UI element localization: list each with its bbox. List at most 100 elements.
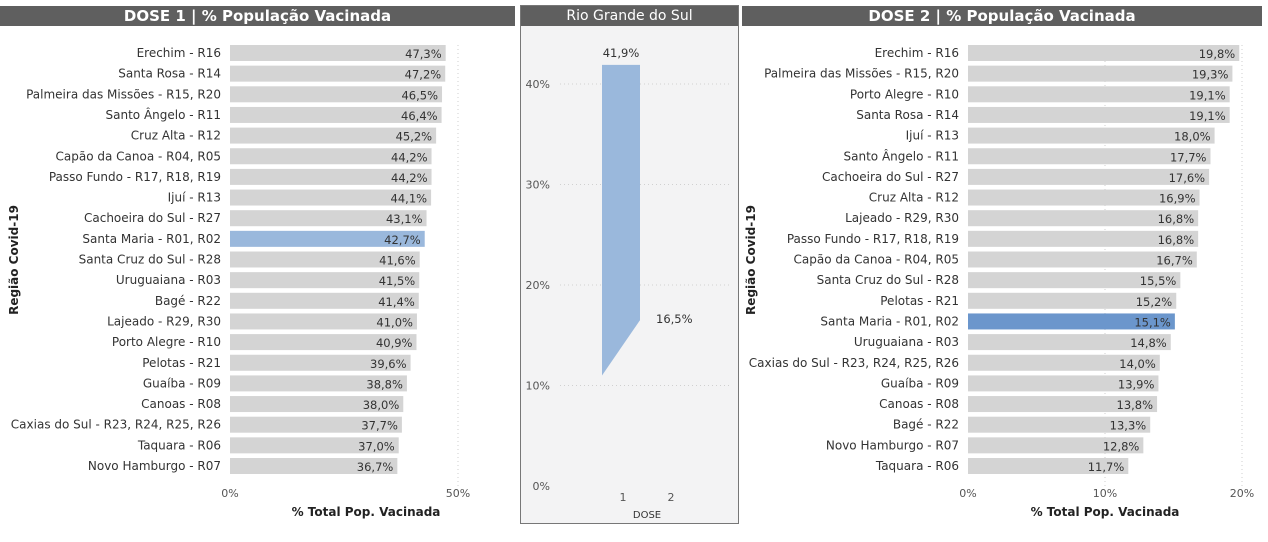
data-label: 13,3% — [1110, 419, 1147, 433]
data-label: 43,1% — [386, 212, 423, 226]
data-label: 41,6% — [379, 254, 416, 268]
bar[interactable] — [230, 375, 407, 392]
bar[interactable] — [968, 416, 1151, 433]
y-tick-label: 40% — [526, 78, 550, 91]
data-label: 14,0% — [1119, 357, 1156, 371]
bar[interactable] — [230, 292, 419, 309]
bar[interactable] — [968, 127, 1215, 144]
data-label: 46,4% — [401, 109, 438, 123]
bar[interactable] — [968, 375, 1159, 392]
bar[interactable] — [230, 334, 417, 351]
bar[interactable] — [968, 65, 1233, 82]
data-label: 11,7% — [1088, 460, 1125, 474]
data-label: 38,0% — [363, 398, 400, 412]
category-label: Bagé - R22 — [893, 418, 959, 432]
category-label: Santo Ângelo - R11 — [106, 107, 222, 122]
bar[interactable] — [968, 292, 1177, 309]
category-label: Porto Alegre - R10 — [112, 335, 221, 349]
bar[interactable] — [230, 148, 432, 165]
y-tick-label: 20% — [526, 279, 550, 292]
bar[interactable] — [968, 458, 1129, 474]
category-label: Palmeira das Missões - R15, R20 — [26, 87, 221, 101]
bar[interactable] — [230, 168, 432, 185]
category-label: Santa Maria - R01, R02 — [82, 232, 221, 246]
bar[interactable] — [968, 189, 1200, 206]
data-label: 42,7% — [384, 233, 421, 247]
data-label: 19,3% — [1192, 68, 1229, 82]
bar[interactable] — [230, 272, 420, 289]
bar[interactable] — [968, 210, 1199, 227]
bar[interactable] — [230, 437, 399, 454]
bar[interactable] — [230, 416, 402, 433]
bar[interactable] — [968, 168, 1210, 185]
area-series[interactable] — [602, 64, 640, 376]
x-tick-label: 20% — [1230, 487, 1254, 500]
bar[interactable] — [230, 189, 432, 206]
data-label: 45,2% — [396, 130, 433, 144]
category-label: Pelotas - R21 — [880, 294, 959, 308]
data-label: 40,9% — [376, 336, 413, 350]
category-label: Uruguaiana - R03 — [116, 273, 221, 287]
bar[interactable] — [230, 458, 398, 474]
x-tick-label: 50% — [446, 487, 470, 500]
data-label: 17,6% — [1169, 171, 1206, 185]
category-label: Passo Fundo - R17, R18, R19 — [49, 170, 221, 184]
bar[interactable] — [230, 230, 425, 247]
rs-title: Rio Grande do Sul — [521, 6, 738, 26]
data-label: 18,0% — [1174, 130, 1211, 144]
data-label: 37,7% — [361, 419, 398, 433]
bar[interactable] — [230, 210, 427, 227]
bar[interactable] — [968, 148, 1211, 165]
data-label: 38,8% — [366, 377, 403, 391]
bar[interactable] — [968, 313, 1175, 330]
bar[interactable] — [230, 106, 442, 123]
category-label: Ijuí - R13 — [168, 191, 221, 205]
bar[interactable] — [230, 354, 411, 371]
category-label: Caxias do Sul - R23, R24, R25, R26 — [11, 418, 221, 432]
data-label: 37,0% — [358, 439, 395, 453]
bar[interactable] — [968, 272, 1181, 289]
bar[interactable] — [968, 106, 1230, 123]
category-label: Passo Fundo - R17, R18, R19 — [787, 232, 959, 246]
x-tick-label: 0% — [221, 487, 238, 500]
bar[interactable] — [230, 396, 404, 413]
data-label: 47,3% — [405, 47, 442, 61]
y-tick-label: 30% — [526, 179, 550, 192]
bar[interactable] — [968, 354, 1160, 371]
data-label: 14,8% — [1130, 336, 1167, 350]
category-label: Uruguaiana - R03 — [854, 335, 959, 349]
bar[interactable] — [968, 437, 1144, 454]
category-label: Cachoeira do Sul - R27 — [822, 170, 959, 184]
x-axis-title: % Total Pop. Vacinada — [292, 505, 441, 519]
data-label: 41,0% — [376, 315, 413, 329]
category-label: Lajeado - R29, R30 — [845, 211, 959, 225]
bar[interactable] — [968, 251, 1197, 268]
bar[interactable] — [230, 313, 417, 330]
data-label: 19,1% — [1189, 88, 1226, 102]
category-label: Ijuí - R13 — [906, 129, 959, 143]
dose2-title: DOSE 2 | % População Vacinada — [742, 6, 1262, 26]
data-label: 44,1% — [391, 192, 428, 206]
bar[interactable] — [230, 251, 420, 268]
bar[interactable] — [968, 334, 1171, 351]
category-label: Santa Cruz do Sul - R28 — [817, 273, 959, 287]
x-tick-label: 2 — [668, 491, 675, 504]
bar[interactable] — [230, 127, 437, 144]
data-label: 13,8% — [1117, 398, 1154, 412]
bar[interactable] — [230, 86, 443, 103]
category-label: Canoas - R08 — [879, 397, 959, 411]
category-label: Taquara - R06 — [875, 459, 959, 473]
bar[interactable] — [230, 45, 446, 61]
category-label: Cruz Alta - R12 — [131, 129, 221, 143]
data-label: 46,5% — [401, 88, 438, 102]
category-label: Cruz Alta - R12 — [869, 191, 959, 205]
bar[interactable] — [968, 86, 1230, 103]
bar[interactable] — [230, 65, 446, 82]
y-axis-title: Região Covid-19 — [744, 205, 758, 315]
bar[interactable] — [968, 45, 1240, 61]
bar[interactable] — [968, 230, 1199, 247]
bar[interactable] — [968, 396, 1158, 413]
category-label: Palmeira das Missões - R15, R20 — [764, 67, 959, 81]
